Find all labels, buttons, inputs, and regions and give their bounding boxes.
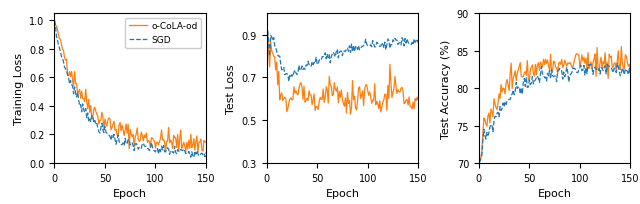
o-CoLA-od — [157, 137, 164, 140]
SGD — [529, 76, 536, 79]
o-CoLA-od — [51, 20, 58, 23]
SGD — [625, 74, 632, 76]
SGD — [370, 44, 378, 46]
SGD — [567, 73, 575, 76]
X-axis label: Epoch: Epoch — [538, 188, 572, 198]
Legend: o-CoLA-od, SGD: o-CoLA-od, SGD — [125, 19, 202, 48]
SGD — [548, 75, 556, 78]
o-CoLA-od — [360, 105, 367, 107]
SGD — [571, 68, 579, 70]
SGD — [581, 74, 589, 77]
o-CoLA-od — [548, 70, 556, 73]
SGD — [157, 151, 164, 153]
o-CoLA-od — [529, 64, 536, 67]
o-CoLA-od — [625, 66, 632, 68]
Y-axis label: Training Loss: Training Loss — [13, 53, 24, 125]
o-CoLA-od — [337, 97, 344, 99]
SGD — [475, 161, 483, 164]
o-CoLA-od — [200, 140, 208, 142]
o-CoLA-od — [627, 71, 634, 73]
SGD — [356, 49, 364, 52]
SGD — [337, 51, 345, 53]
o-CoLA-od — [370, 100, 378, 102]
o-CoLA-od — [356, 86, 364, 89]
Line: o-CoLA-od: o-CoLA-od — [479, 47, 630, 162]
o-CoLA-od — [124, 124, 132, 126]
SGD — [124, 139, 132, 141]
SGD — [51, 20, 58, 23]
o-CoLA-od — [143, 132, 150, 134]
o-CoLA-od — [194, 152, 202, 154]
Line: o-CoLA-od: o-CoLA-od — [54, 21, 206, 153]
o-CoLA-od — [104, 119, 112, 121]
SGD — [412, 40, 420, 43]
SGD — [200, 152, 208, 155]
Line: SGD: SGD — [267, 25, 418, 82]
SGD — [613, 63, 621, 65]
Line: SGD: SGD — [479, 64, 630, 162]
Line: o-CoLA-od: o-CoLA-od — [267, 25, 418, 115]
SGD — [143, 145, 150, 148]
o-CoLA-od — [202, 141, 210, 144]
SGD — [147, 148, 154, 151]
Y-axis label: Test Accuracy (%): Test Accuracy (%) — [441, 39, 451, 138]
Line: SGD: SGD — [54, 21, 206, 157]
o-CoLA-od — [475, 161, 483, 164]
SGD — [627, 73, 634, 75]
o-CoLA-od — [571, 59, 579, 61]
o-CoLA-od — [567, 64, 575, 66]
SGD — [263, 24, 271, 26]
o-CoLA-od — [263, 24, 271, 26]
Y-axis label: Test Loss: Test Loss — [226, 64, 236, 113]
X-axis label: Epoch: Epoch — [113, 188, 147, 198]
o-CoLA-od — [581, 63, 589, 65]
o-CoLA-od — [147, 147, 154, 149]
o-CoLA-od — [412, 100, 420, 102]
SGD — [202, 151, 210, 154]
X-axis label: Epoch: Epoch — [325, 188, 360, 198]
SGD — [104, 133, 112, 135]
SGD — [317, 60, 325, 62]
SGD — [285, 81, 292, 83]
SGD — [360, 45, 367, 47]
o-CoLA-od — [347, 113, 355, 116]
o-CoLA-od — [618, 46, 625, 49]
o-CoLA-od — [414, 100, 422, 102]
SGD — [414, 43, 422, 45]
o-CoLA-od — [316, 97, 324, 99]
SGD — [190, 156, 198, 159]
